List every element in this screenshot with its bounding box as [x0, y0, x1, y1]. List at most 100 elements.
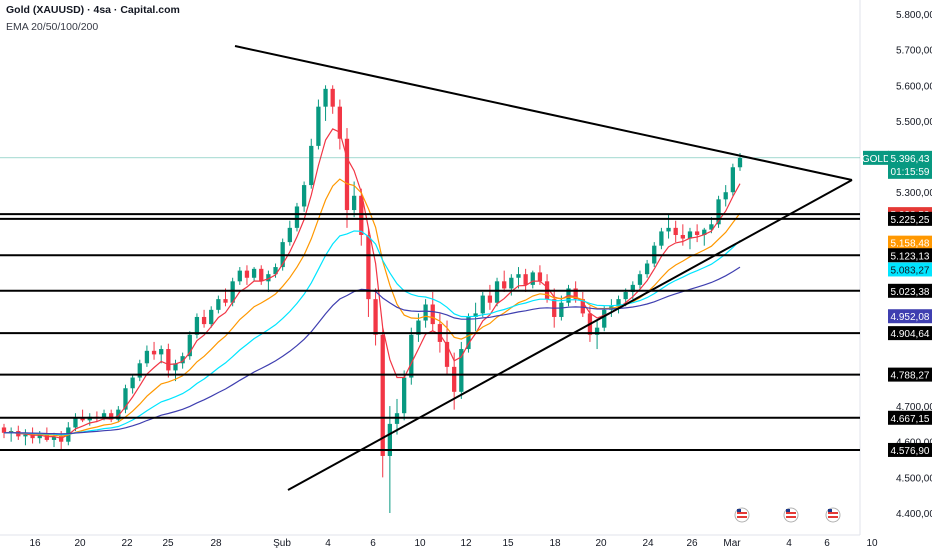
- candle-body: [201, 316, 207, 325]
- level-price-tag: 4.788,27: [891, 371, 930, 382]
- level-price-tag-bg: [888, 283, 932, 298]
- candle-body: [430, 304, 435, 325]
- symbol-tag: GOLD: [862, 154, 890, 165]
- candle-body: [301, 185, 307, 207]
- us-flag-stripe: [828, 512, 838, 514]
- y-tick-label: 5.500,00: [896, 117, 932, 128]
- level-price-tag-bg: [888, 442, 932, 457]
- x-tick-label: Şub: [273, 538, 291, 549]
- candle-body: [294, 206, 300, 228]
- candle-body: [473, 313, 478, 317]
- candle-body: [259, 268, 264, 282]
- candle-body: [366, 234, 371, 300]
- candle-body: [37, 434, 42, 439]
- candle-body: [637, 274, 643, 285]
- level-price-tag-bg: [888, 211, 932, 226]
- y-tick-label: 4.500,00: [896, 473, 932, 484]
- candle-body: [644, 263, 650, 275]
- level-price-tag: 5.225,25: [891, 215, 930, 226]
- candle-body: [144, 350, 150, 364]
- y-tick-label: 5.700,00: [896, 46, 932, 57]
- candle-body: [251, 268, 257, 278]
- ema100-line: [3, 230, 741, 436]
- candle-body: [623, 292, 628, 300]
- x-tick-label: 10: [414, 538, 426, 549]
- x-tick-label: 4: [786, 538, 792, 549]
- candle-body: [23, 434, 28, 437]
- candle-body: [716, 199, 721, 225]
- x-tick-label: Mar: [723, 538, 741, 549]
- level-price-tag: 4.576,90: [891, 446, 930, 457]
- candle-body: [59, 436, 64, 442]
- candle-body: [516, 274, 521, 278]
- x-tick-label: 25: [162, 538, 174, 549]
- level-price-tag-bg: [888, 248, 932, 263]
- level-price-tag: 5.123,13: [891, 251, 930, 262]
- candle-body: [573, 288, 578, 300]
- candle-body: [594, 327, 600, 335]
- us-flag-canton: [828, 509, 832, 512]
- candle-body: [123, 388, 128, 410]
- candle-body: [337, 106, 342, 139]
- chart-title: Gold (XAUUSD) · 4sa · Capital.com: [6, 4, 180, 16]
- candle-body: [273, 267, 278, 275]
- x-tick-label: 10: [866, 538, 878, 549]
- candle-body: [101, 413, 107, 419]
- us-flag-stripe: [737, 516, 747, 518]
- level-price-tag-bg: [888, 410, 932, 425]
- candle-body: [666, 227, 671, 232]
- candle-body: [680, 234, 685, 239]
- candle-body: [173, 363, 178, 371]
- level-price-tag-bg: [888, 326, 932, 341]
- us-flag-stripe: [786, 516, 796, 518]
- symbol-tag-bg: [863, 150, 889, 165]
- candle-body: [180, 356, 185, 364]
- y-tick-label: 4.400,00: [896, 509, 932, 520]
- candle-body: [287, 227, 292, 243]
- x-tick-label: 16: [29, 538, 41, 549]
- candle-body: [159, 349, 164, 355]
- candle-body: [116, 409, 121, 420]
- y-tick-label: 5.600,00: [896, 81, 932, 92]
- candle-body: [523, 274, 528, 285]
- candle-body: [316, 106, 321, 146]
- candle-body: [309, 145, 314, 186]
- x-tick-label: 26: [686, 538, 698, 549]
- candle-body: [402, 377, 407, 414]
- price-tag-bg: [888, 150, 932, 179]
- level-price-tag: 4.904,64: [891, 329, 930, 340]
- x-tick-label: 24: [642, 538, 654, 549]
- candle-body: [237, 270, 242, 282]
- candle-body: [244, 270, 250, 278]
- x-tick-label: 28: [210, 538, 222, 549]
- candle-body: [209, 309, 214, 325]
- candle-body: [380, 334, 385, 456]
- candle-body: [373, 299, 378, 335]
- candle-body: [452, 366, 457, 392]
- ema-price-tag: 5.158,48: [891, 239, 930, 250]
- candle-body: [73, 417, 78, 428]
- candle-body: [702, 229, 707, 235]
- x-tick-label: 22: [121, 538, 133, 549]
- level-price-tag: 4.667,15: [891, 414, 930, 425]
- candle-body: [130, 377, 135, 389]
- candle-body: [616, 299, 621, 307]
- lower-trendline: [287, 179, 853, 491]
- candle-body: [559, 302, 564, 317]
- ema-price-tag: 4.952,08: [891, 312, 930, 323]
- candle-body: [502, 281, 507, 289]
- candle-body: [487, 295, 493, 303]
- candle-body: [730, 167, 735, 193]
- candle-body: [80, 417, 85, 421]
- candle-body: [216, 299, 221, 310]
- candle-body: [494, 281, 500, 303]
- candle-body: [187, 334, 192, 357]
- ema-price-tag-bg: [888, 235, 932, 250]
- candle-body: [330, 88, 335, 107]
- candle-body: [387, 423, 393, 456]
- x-tick-label: 20: [74, 538, 86, 549]
- candle-body: [537, 272, 543, 282]
- candle-body: [630, 284, 635, 293]
- candle-body: [230, 281, 235, 303]
